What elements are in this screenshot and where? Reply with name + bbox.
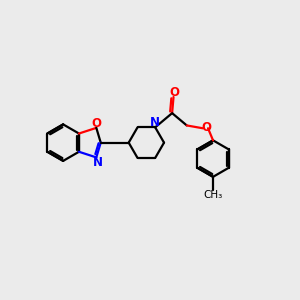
Text: O: O (202, 121, 212, 134)
Text: O: O (170, 86, 180, 99)
Text: CH₃: CH₃ (203, 190, 223, 200)
Text: N: N (92, 156, 103, 169)
Text: O: O (91, 117, 101, 130)
Text: N: N (150, 116, 160, 128)
